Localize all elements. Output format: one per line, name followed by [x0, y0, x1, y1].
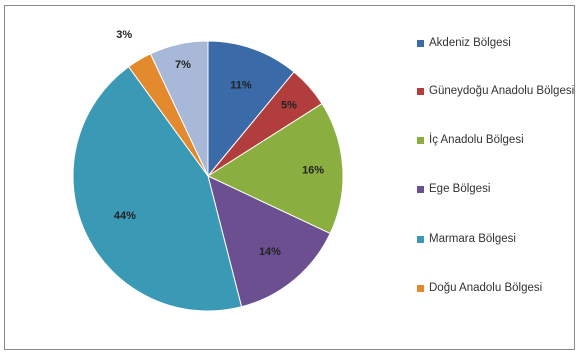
pie-slice-ic-anadolu: [206, 102, 344, 235]
pie-slice-akdeniz: [207, 40, 295, 178]
legend-item-marmara: Marmara Bölgesi: [417, 232, 579, 246]
legend-label: Güneydoğu Anadolu Bölgesi: [429, 85, 575, 97]
slice-label-dogu-anadolu: 3%: [116, 29, 132, 41]
pie-slice-other: [149, 40, 209, 177]
pie-chart: 11% 5% 16% 14% 44% 3% 7%: [72, 29, 344, 312]
pie-slice-marmara: [72, 66, 243, 312]
legend-label: Akdeniz Bölgesi: [429, 37, 511, 49]
slice-label-marmara: 44%: [114, 210, 136, 222]
slice-label-ege: 14%: [259, 246, 281, 258]
legend-label: Doğu Anadolu Bölgesi: [429, 282, 543, 294]
chart-area: 11% 5% 16% 14% 44% 3% 7% Akdeniz Bölgesi Güney…: [4, 5, 575, 350]
legend-label: Ege Bölgesi: [429, 183, 491, 195]
slice-label-ic-anadolu: 16%: [302, 164, 324, 176]
legend-swatch: [417, 285, 424, 292]
legend-item-guneydogu: Güneydoğu Anadolu Bölgesi: [417, 84, 579, 98]
legend-item-ic-anadolu: İç Anadolu Bölgesi: [417, 133, 579, 147]
slice-label-akdeniz: 11%: [230, 80, 252, 92]
pie-slice-ege: [207, 175, 331, 308]
legend-swatch: [417, 88, 424, 95]
legend-item-dogu-anadolu: Doğu Anadolu Bölgesi: [417, 281, 579, 295]
legend-label: Marmara Bölgesi: [429, 233, 516, 245]
legend-item-akdeniz: Akdeniz Bölgesi: [417, 36, 579, 50]
legend-swatch: [417, 186, 424, 193]
legend-item-ege: Ege Bölgesi: [417, 182, 579, 196]
legend-label: İç Anadolu Bölgesi: [429, 134, 524, 146]
legend-swatch: [417, 137, 424, 144]
legend-swatch: [417, 40, 424, 47]
slice-label-other: 7%: [175, 59, 191, 71]
legend-swatch: [417, 236, 424, 243]
slice-label-guneydogu: 5%: [281, 100, 297, 112]
